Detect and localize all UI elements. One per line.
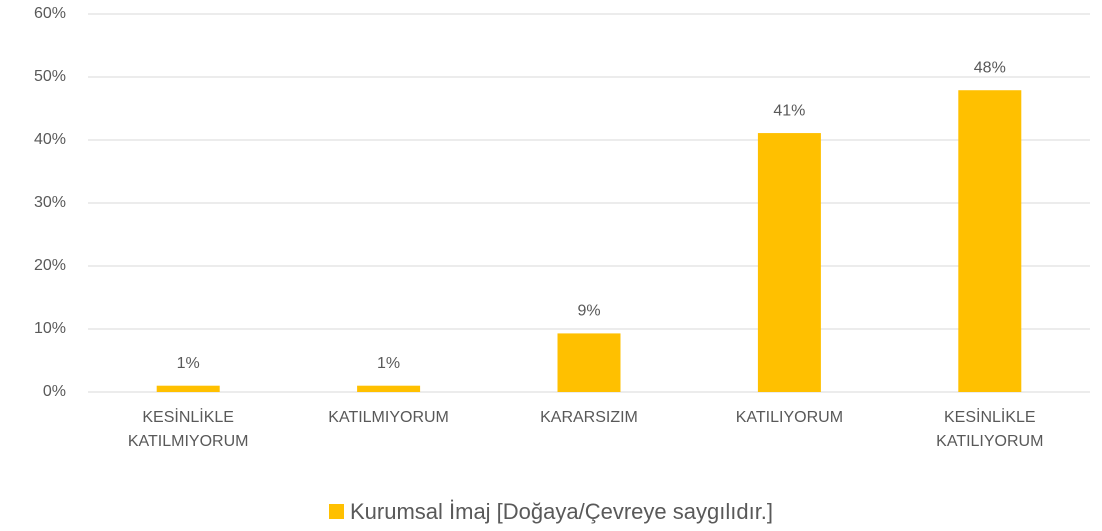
data-label: 1% xyxy=(377,355,400,372)
bar xyxy=(357,385,421,392)
data-label: 41% xyxy=(773,102,805,119)
bar xyxy=(757,133,821,392)
data-label: 9% xyxy=(577,303,600,320)
data-label: 1% xyxy=(177,355,200,372)
legend-label: Kurumsal İmaj [Doğaya/Çevreye saygılıdır… xyxy=(349,499,774,524)
y-tick-label: 50% xyxy=(34,68,66,85)
legend-swatch xyxy=(328,504,344,519)
bar xyxy=(958,90,1022,392)
x-tick-label: KATILMIYORUM xyxy=(328,409,449,426)
bar xyxy=(156,385,220,392)
y-tick-label: 30% xyxy=(34,194,66,211)
x-tick-label: KARARSIZIM xyxy=(540,409,638,426)
y-tick-label: 0% xyxy=(43,383,66,400)
y-tick-label: 10% xyxy=(34,320,66,337)
y-tick-label: 40% xyxy=(34,131,66,148)
x-tick-label: KATILIYORUM xyxy=(735,409,844,426)
bar xyxy=(557,333,621,392)
data-label: 48% xyxy=(974,59,1006,76)
y-tick-label: 20% xyxy=(34,257,66,274)
y-tick-label: 60% xyxy=(34,5,66,22)
x-tick-label: KESİNLİKLE KATILMIYORUM xyxy=(127,409,249,450)
x-tick-label: KESİNLİKLE KATILIYORUM xyxy=(936,409,1044,450)
legend: Kurumsal İmaj [Doğaya/Çevreye saygılıdır… xyxy=(0,497,1102,527)
